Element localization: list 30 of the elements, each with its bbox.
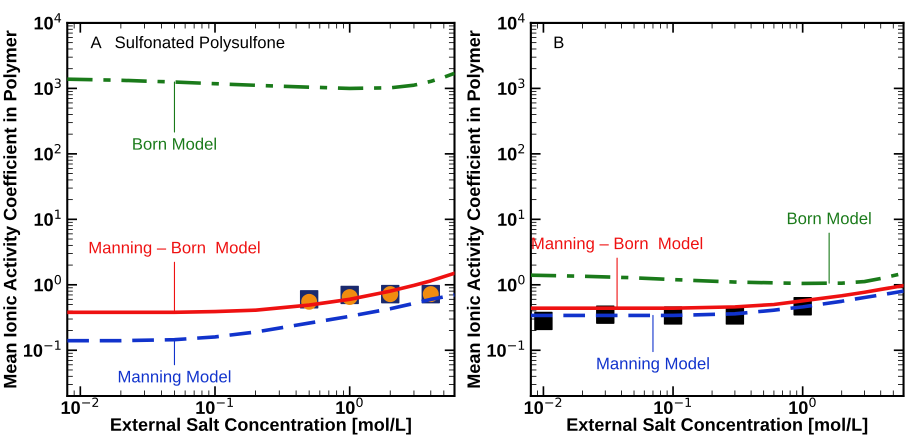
y-axis-title: Mean Ionic Activity Coefficient in Polymer — [3, 30, 20, 388]
y-tick-label: 10$^{1}$ — [498, 210, 524, 226]
annotation: Manning Model — [597, 357, 709, 373]
x-axis-title: External Salt Concentration [mol/L] — [567, 418, 868, 435]
y-tick-label: 10$^{4}$ — [34, 13, 62, 30]
text: B — [554, 36, 564, 48]
annotation: Manning – Born Model — [532, 237, 702, 253]
y-tick-label: 10$^{−1}$ — [488, 340, 524, 357]
x-tick-label: 10$^{−1}$ — [196, 398, 233, 414]
y-tick-label: 10$^{0}$ — [498, 274, 525, 292]
text: A Sulfonated Polysulfone — [90, 36, 284, 52]
x-tick-label: 10$^{−2}$ — [524, 398, 562, 414]
x-tick-label: 10$^{0}$ — [789, 398, 816, 414]
y-tick-label: 10$^{4}$ — [498, 13, 525, 30]
y-tick-label: 10$^{1}$ — [34, 210, 61, 226]
y-tick-label: 10$^{2}$ — [498, 144, 524, 160]
y-tick-label: 10$^{2}$ — [34, 144, 61, 160]
x-tick-label: 10$^{−2}$ — [62, 398, 98, 414]
annotation: Manning Model — [118, 370, 230, 386]
y-tick-label: 10$^{3}$ — [498, 78, 524, 95]
x-axis-title: External Salt Concentration [mol/L] — [111, 418, 411, 435]
y-tick-label: 10$^{−1}$ — [24, 340, 61, 357]
x-tick-label: 10$^{0}$ — [336, 398, 363, 414]
annotation: Born Model — [133, 138, 216, 150]
annotation: Born Model — [788, 212, 871, 224]
y-tick-label: 10$^{0}$ — [34, 274, 61, 292]
annotation: Manning – Born Model — [90, 241, 260, 257]
y-tick-label: 10$^{3}$ — [34, 78, 61, 95]
y-axis-title: Mean Ionic Activity Coefficient in Polymer — [466, 30, 484, 388]
x-tick-label: 10$^{−1}$ — [654, 398, 691, 414]
